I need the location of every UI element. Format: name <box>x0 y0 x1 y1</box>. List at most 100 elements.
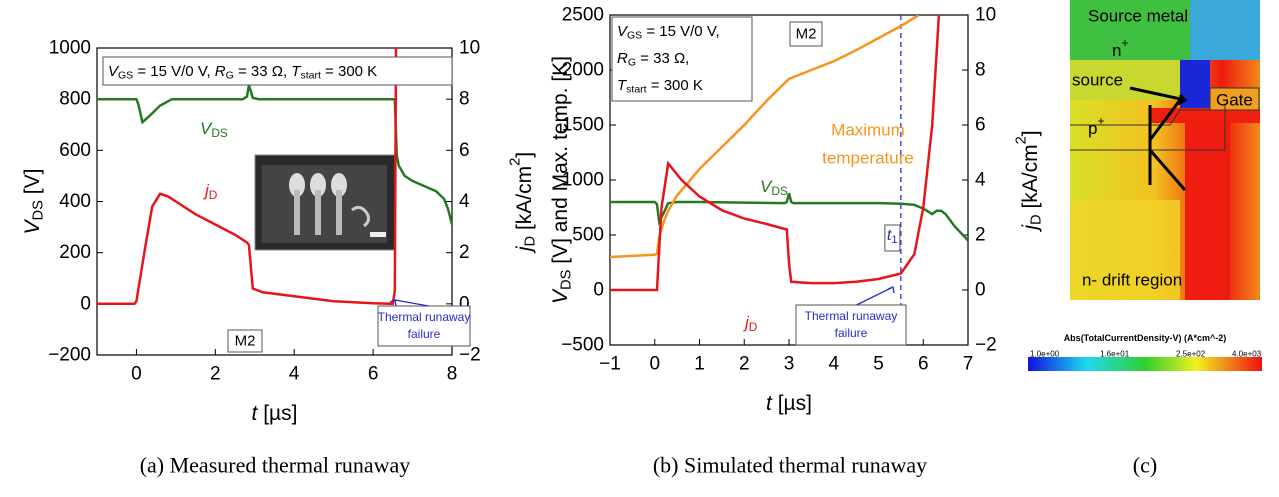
text-part: D <box>522 236 538 247</box>
y-tick-label: 2000 <box>562 60 604 81</box>
x-tick-label: −1 <box>599 354 621 375</box>
text-part: = 300 K <box>321 63 377 80</box>
text-part: + <box>1121 36 1128 50</box>
text-part: = 33 Ω, <box>636 50 689 67</box>
text-part: j <box>513 245 536 254</box>
x-tick-label: 6 <box>368 364 379 385</box>
series-label: jD <box>203 181 218 203</box>
y-tick-label: 1000 <box>562 170 604 191</box>
series-label: Maximum <box>831 121 905 140</box>
text-part: start <box>626 84 647 96</box>
text-part: V <box>200 119 213 138</box>
text-part: [V] <box>21 169 44 201</box>
series-line <box>97 84 452 225</box>
y-tick-label: 1500 <box>562 115 604 136</box>
text-part: + <box>1097 114 1104 128</box>
sample-box <box>227 329 263 353</box>
text-part: G <box>628 57 636 69</box>
marker-label: t1 <box>887 227 898 246</box>
y2-tick-label: 10 <box>975 5 996 26</box>
y2-tick-label: 2 <box>975 225 986 246</box>
text-part: D <box>749 320 758 334</box>
region-label: p+ <box>1088 114 1104 138</box>
text-part: V <box>617 23 629 40</box>
text-part: V <box>21 218 44 234</box>
x-axis-label: t [µs] <box>252 402 298 425</box>
text-part: ] <box>513 152 536 158</box>
x-axis-label: t [µs] <box>766 392 812 415</box>
series-label: VDS <box>760 177 788 199</box>
text-part: p <box>1088 119 1097 138</box>
failure-arrow <box>856 286 895 306</box>
colorbar <box>1028 357 1262 371</box>
y-tick-label: 400 <box>59 191 91 212</box>
text-part: DS <box>211 126 228 140</box>
y2-tick-label: 8 <box>975 60 986 81</box>
text-part: = 300 K <box>647 77 703 94</box>
text-part: T <box>291 63 302 80</box>
series-label: jD <box>743 313 758 335</box>
colorbar-tick: 1.6e+01 <box>1100 350 1130 359</box>
sample-box <box>789 21 823 47</box>
inset-photo <box>254 154 396 251</box>
y-tick-label: 2500 <box>562 5 604 26</box>
region-label: n- drift region <box>1082 271 1182 290</box>
text-part: D <box>209 188 218 202</box>
annotation: Tstart = 300 K <box>617 77 703 96</box>
text-part: V <box>760 177 773 196</box>
y2-tick-label: 8 <box>459 89 470 110</box>
caption: (a) Measured thermal runaway <box>140 453 411 478</box>
colorbar-tick: 1.0e+00 <box>1030 350 1060 359</box>
failure-arrow <box>389 299 429 307</box>
colorbar-tick: 2.5e+02 <box>1176 350 1206 359</box>
y2-tick-label: −2 <box>975 335 997 356</box>
text-part: n <box>1112 41 1121 60</box>
region-label: source <box>1072 71 1123 90</box>
x-tick-label: 3 <box>784 354 795 375</box>
text-part: [V] and Max. temp. [K] <box>549 56 572 270</box>
x-tick-label: 7 <box>963 354 974 375</box>
annotation: RG = 33 Ω, <box>617 50 689 69</box>
y-axis-label: VDS [V] <box>21 169 47 235</box>
x-tick-label: 6 <box>918 354 929 375</box>
series-line <box>97 48 398 306</box>
text-part: DS <box>558 269 574 290</box>
y-tick-label: 600 <box>59 140 91 161</box>
y2-tick-label: 6 <box>459 140 470 161</box>
y-tick-label: 200 <box>59 242 91 263</box>
x-tick-label: 0 <box>649 354 660 375</box>
series-line <box>610 192 968 242</box>
text-part: j <box>1019 224 1042 233</box>
text-part: R <box>617 50 628 67</box>
x-tick-label: 5 <box>873 354 884 375</box>
series-label: temperature <box>822 149 914 168</box>
y2-tick-label: 0 <box>975 280 986 301</box>
y-axis-label: VDS [V] and Max. temp. [K] <box>549 56 575 304</box>
text-part: R <box>215 63 226 80</box>
series-line <box>610 15 941 292</box>
text-part: 2 <box>1014 136 1030 144</box>
text-part: [µs] <box>772 392 812 415</box>
text-part: 1 <box>891 234 897 246</box>
x-tick-label: 2 <box>739 354 750 375</box>
caption: (b) Simulated thermal runaway <box>653 453 927 478</box>
y2-tick-label: 10 <box>459 38 480 59</box>
x-tick-label: 0 <box>131 364 142 385</box>
y-tick-label: 0 <box>80 293 91 314</box>
text-part: D <box>1028 214 1044 225</box>
failure-label: failure <box>835 326 868 340</box>
text-part: t <box>252 402 259 425</box>
x-tick-label: 8 <box>447 364 458 385</box>
text-part: = 33 Ω, <box>234 63 292 80</box>
y2-tick-label: 0 <box>459 293 470 314</box>
annotation: VGS = 15 V/0 V, <box>617 23 720 42</box>
sample-label: M2 <box>235 333 256 350</box>
failure-label: Thermal runaway <box>378 310 471 324</box>
colorbar-title: Abs(TotalCurrentDensity-V) (A*cm^-2) <box>1064 333 1227 343</box>
caption: (c) <box>1133 453 1157 478</box>
text-part: 2 <box>508 158 524 166</box>
x-tick-label: 4 <box>289 364 300 385</box>
text-part: = 15 V/0 V, <box>642 23 719 40</box>
text-part: [kA/cm <box>1019 144 1042 214</box>
